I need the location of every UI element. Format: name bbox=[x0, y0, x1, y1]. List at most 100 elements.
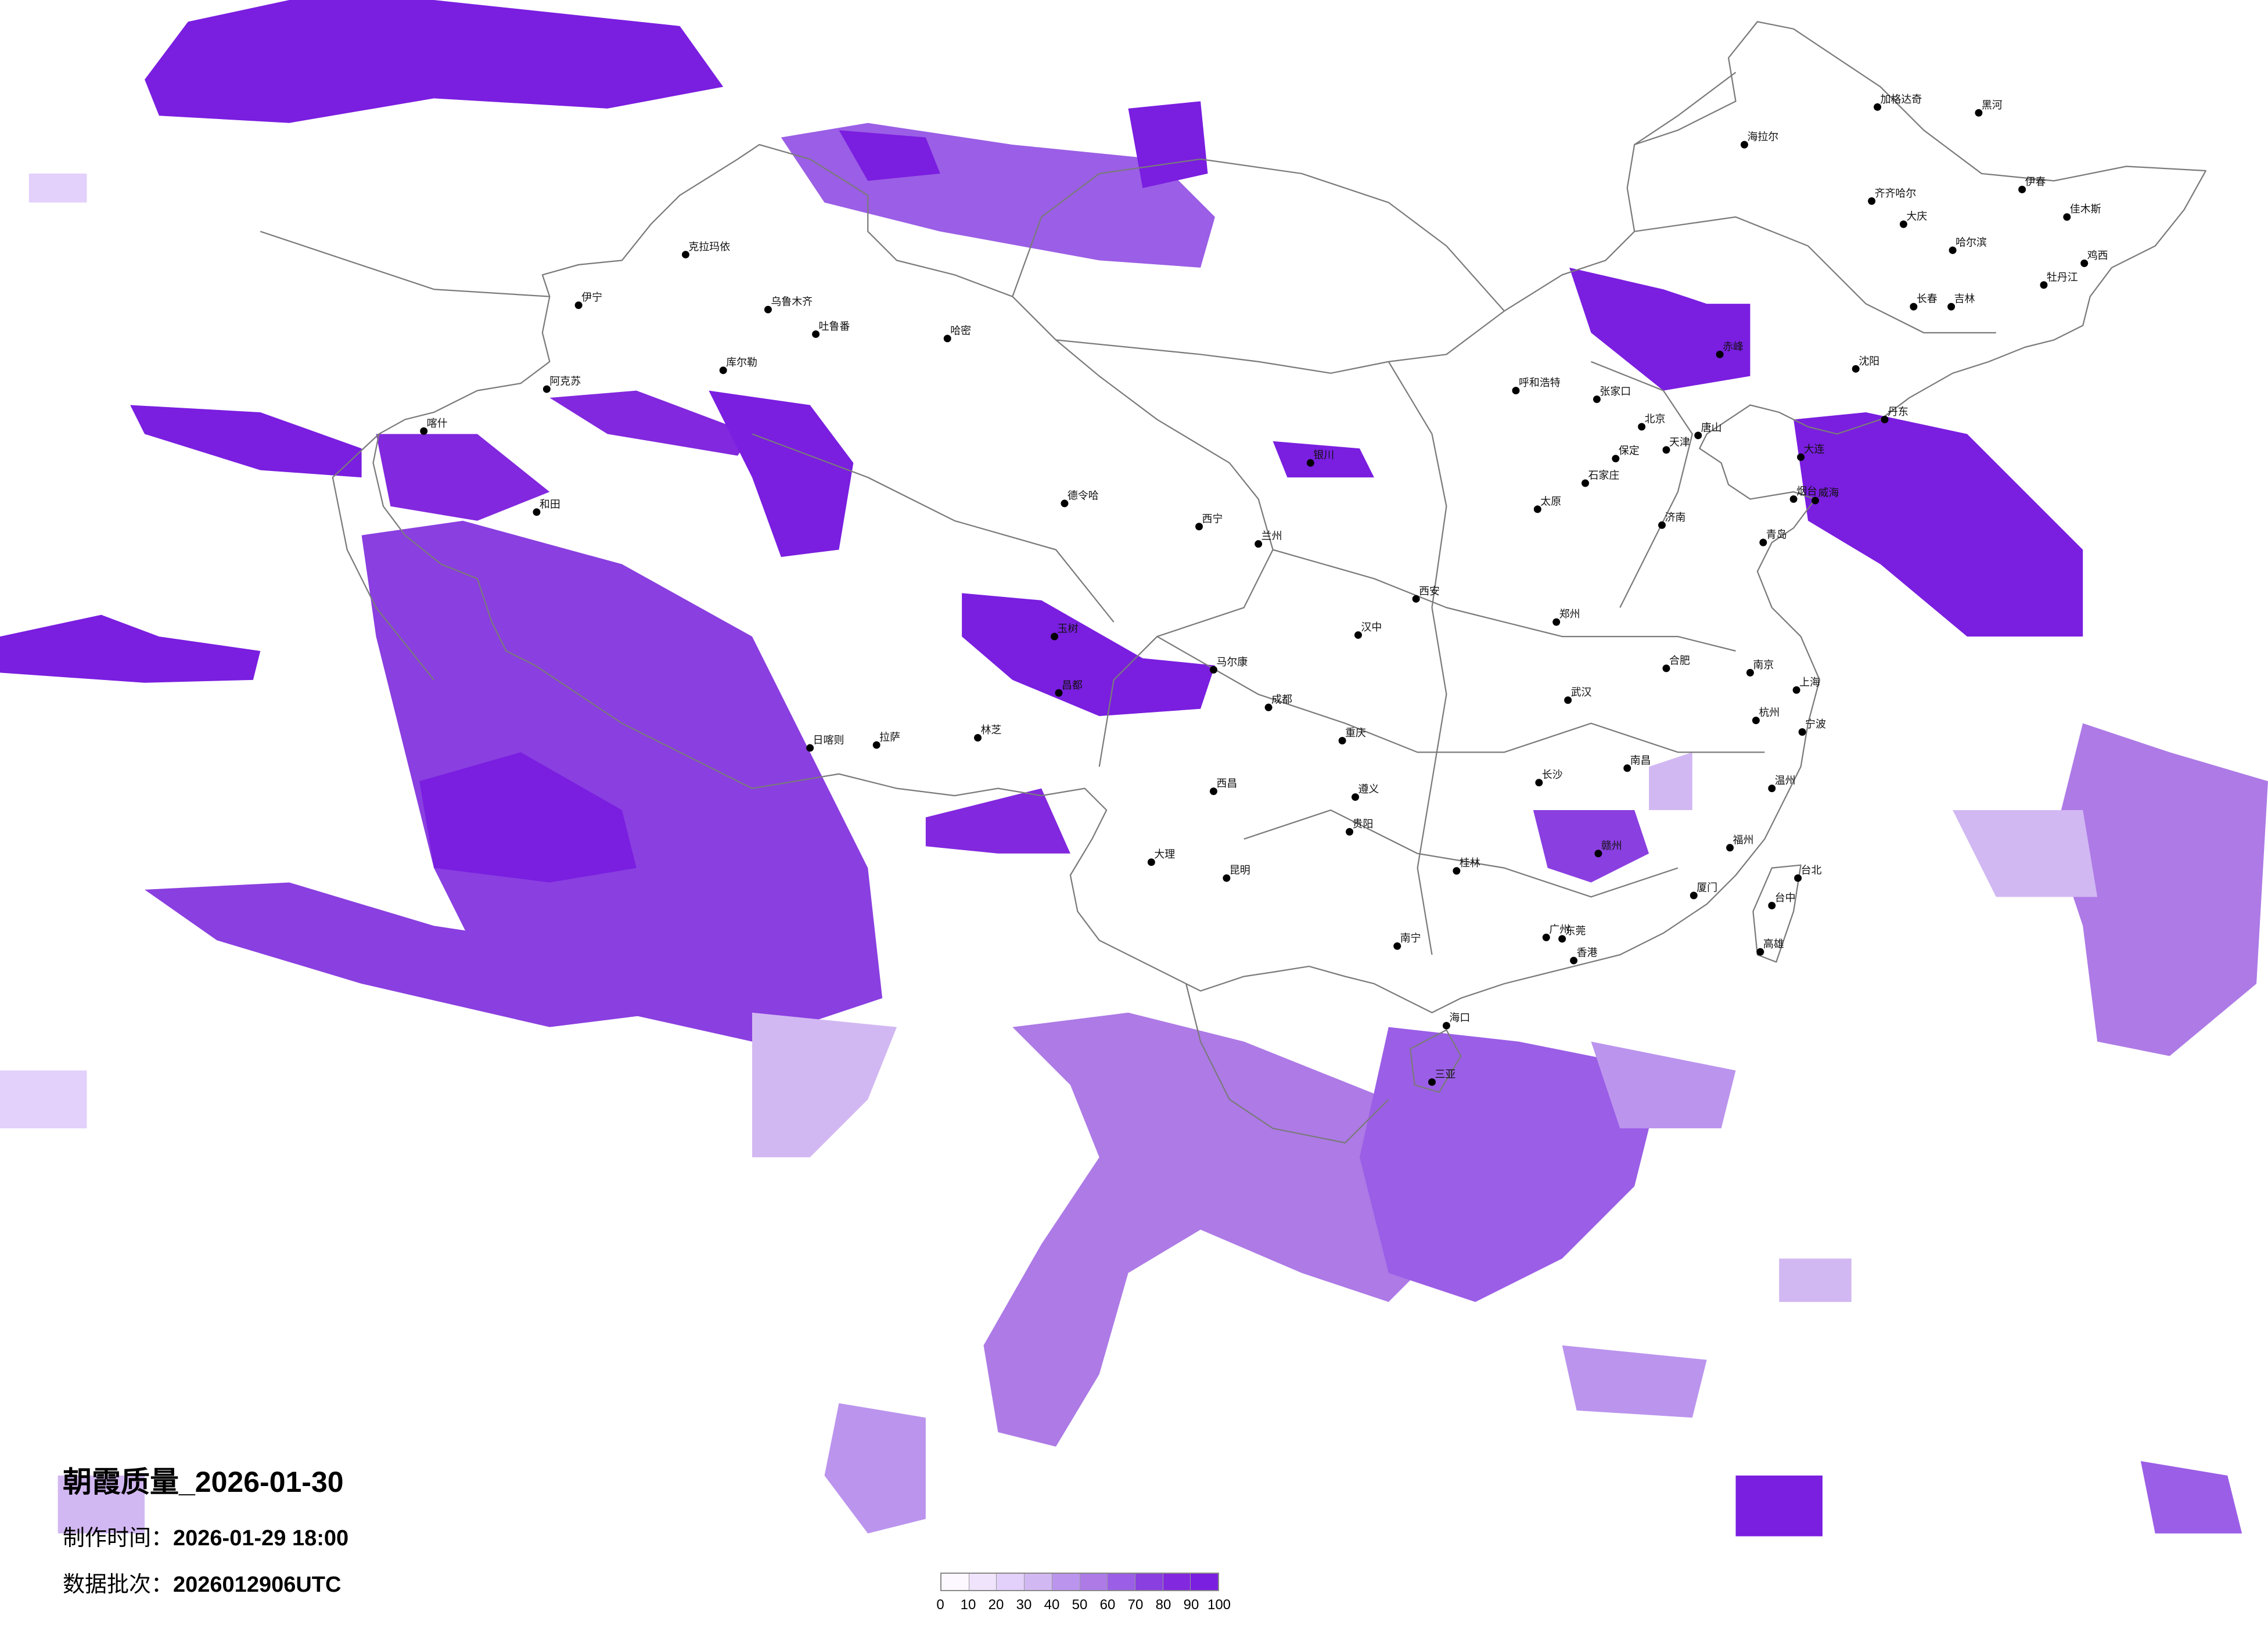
city-dot bbox=[1195, 523, 1203, 531]
city-label: 呼和浩特 bbox=[1519, 377, 1561, 389]
city-dot bbox=[1209, 787, 1217, 796]
city-marker: 玉树 bbox=[1051, 623, 1078, 641]
city-label: 兰州 bbox=[1261, 530, 1282, 542]
city-label: 海口 bbox=[1449, 1012, 1470, 1024]
data-batch-value: 2026012906UTC bbox=[173, 1573, 342, 1597]
city-label: 汉中 bbox=[1361, 621, 1382, 634]
legend-ticks: 0 10 20 30 40 50 60 70 80 90 100 bbox=[936, 1597, 1231, 1618]
production-time-label: 制作时间： bbox=[63, 1525, 174, 1551]
city-dot bbox=[1593, 395, 1601, 404]
city-marker: 沈阳 bbox=[1852, 355, 1879, 373]
city-dot bbox=[872, 741, 880, 749]
city-marker: 遵义 bbox=[1352, 783, 1379, 801]
city-dot bbox=[2040, 281, 2048, 289]
city-marker: 德令哈 bbox=[1061, 490, 1099, 508]
city-label: 日喀则 bbox=[813, 734, 844, 746]
city-label: 宁波 bbox=[1805, 718, 1826, 731]
glow-quality-raster bbox=[0, 0, 2268, 1537]
city-dot bbox=[1412, 595, 1420, 603]
glow-quality-patch bbox=[1562, 1345, 1707, 1418]
glow-quality-patch bbox=[549, 390, 753, 456]
city-dot bbox=[542, 385, 551, 393]
province-border bbox=[752, 433, 1115, 623]
production-time-value: 2026-01-29 18:00 bbox=[173, 1526, 349, 1551]
city-dot bbox=[1759, 538, 1767, 546]
city-marker: 西安 bbox=[1412, 585, 1440, 603]
city-dot bbox=[1690, 891, 1698, 900]
city-label: 遵义 bbox=[1358, 783, 1379, 796]
hainan-border bbox=[1410, 1029, 1462, 1093]
city-marker: 福州 bbox=[1726, 834, 1753, 852]
city-dot bbox=[1535, 779, 1543, 787]
city-dot bbox=[1055, 689, 1063, 697]
city-marker: 郑州 bbox=[1552, 609, 1580, 626]
glow-quality-patch bbox=[145, 0, 724, 123]
legend-swatch bbox=[941, 1574, 969, 1590]
glow-quality-patch bbox=[1273, 441, 1374, 478]
neighbor-border bbox=[260, 231, 550, 297]
glow-quality-patch bbox=[1591, 1041, 1736, 1129]
city-marker: 兰州 bbox=[1255, 530, 1282, 548]
city-marker: 桂林 bbox=[1453, 857, 1480, 875]
city-label: 西昌 bbox=[1216, 778, 1237, 790]
city-label: 南京 bbox=[1753, 659, 1774, 671]
city-dot bbox=[1542, 933, 1550, 941]
city-marker: 高雄 bbox=[1756, 938, 1784, 956]
city-label: 长沙 bbox=[1542, 769, 1563, 781]
glow-quality-patch bbox=[130, 405, 362, 478]
city-marker: 温州 bbox=[1768, 775, 1796, 793]
city-marker: 青岛 bbox=[1759, 529, 1787, 546]
city-dot bbox=[1255, 540, 1263, 548]
city-marker: 库尔勒 bbox=[719, 357, 757, 375]
city-dot bbox=[1792, 686, 1800, 694]
boundaries bbox=[260, 21, 2207, 1144]
city-dot bbox=[764, 305, 772, 314]
city-marker: 大连 bbox=[1797, 444, 1824, 461]
city-marker: 长沙 bbox=[1535, 769, 1563, 787]
city-label: 德令哈 bbox=[1067, 490, 1099, 502]
city-label: 银川 bbox=[1313, 449, 1334, 462]
city-label: 桂林 bbox=[1460, 857, 1480, 869]
city-label: 合肥 bbox=[1669, 654, 1690, 667]
glow-quality-patch bbox=[376, 434, 550, 521]
city-marker: 黑河 bbox=[1975, 99, 2003, 117]
neighbor-border bbox=[1185, 983, 1389, 1144]
city-label: 鸡西 bbox=[2087, 250, 2108, 262]
city-label: 乌鲁木齐 bbox=[771, 296, 813, 308]
city-dot bbox=[1975, 109, 1983, 117]
city-dot bbox=[1061, 499, 1069, 508]
city-marker: 北京 bbox=[1638, 413, 1665, 431]
city-label: 玉树 bbox=[1058, 623, 1079, 635]
city-dot bbox=[1874, 103, 1882, 111]
legend-tick-label: 90 bbox=[1183, 1597, 1199, 1613]
glow-quality-patch bbox=[1360, 1027, 1663, 1302]
city-label: 广州 bbox=[1549, 924, 1570, 936]
glow-quality-patch bbox=[1735, 1475, 1823, 1537]
city-dot bbox=[1881, 415, 1889, 423]
city-label: 克拉玛依 bbox=[688, 241, 730, 253]
legend-swatch bbox=[1052, 1574, 1080, 1590]
glow-quality-patch bbox=[2054, 723, 2268, 1056]
city-dot bbox=[420, 427, 428, 435]
city-label: 高雄 bbox=[1763, 938, 1784, 951]
city-label: 石家庄 bbox=[1588, 470, 1619, 482]
glow-quality-patch bbox=[57, 1475, 145, 1534]
city-marker: 香港 bbox=[1570, 947, 1597, 965]
city-marker: 丹东 bbox=[1881, 406, 1908, 423]
city-label: 吐鲁番 bbox=[819, 321, 850, 333]
city-label: 哈密 bbox=[950, 325, 971, 337]
city-dot bbox=[1564, 696, 1572, 704]
city-marker: 和田 bbox=[533, 498, 560, 516]
city-marker: 乌鲁木齐 bbox=[764, 296, 813, 314]
glow-quality-patch bbox=[1793, 412, 2083, 637]
city-marker: 拉萨 bbox=[872, 731, 900, 749]
city-label: 三亚 bbox=[1435, 1069, 1456, 1081]
city-label: 赤峰 bbox=[1723, 341, 1744, 353]
city-marker: 重庆 bbox=[1338, 727, 1366, 744]
city-dot bbox=[1798, 728, 1806, 736]
city-marker: 鸡西 bbox=[2080, 250, 2108, 267]
city-label: 丹东 bbox=[1888, 406, 1908, 418]
taiwan-border bbox=[1752, 864, 1802, 963]
province-border bbox=[1591, 361, 1693, 608]
city-label: 厦门 bbox=[1696, 882, 1717, 894]
